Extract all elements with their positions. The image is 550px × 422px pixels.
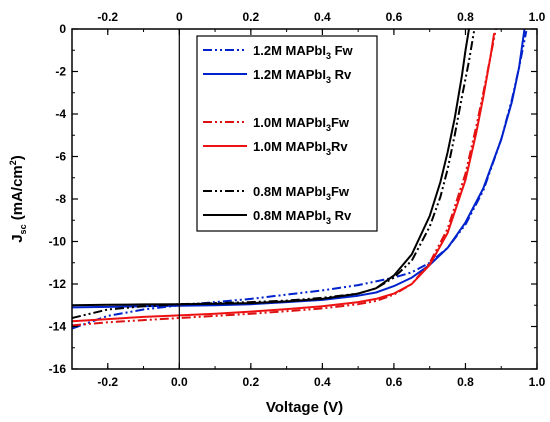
legend-label-sub: 3	[326, 123, 331, 133]
x-top-tick-label: 0.2	[243, 10, 260, 24]
legend-label-main: 1.2M MAPbI	[253, 43, 326, 58]
legend-label-sub: 3	[326, 75, 331, 85]
legend-label-sub: 3	[326, 216, 331, 226]
y-title-sup: 2	[8, 160, 18, 165]
legend-box	[196, 35, 378, 232]
y-title-main: J	[9, 234, 26, 242]
legend: 1.2M MAPbI3 Fw1.2M MAPbI3 Rv1.0M MAPbI3F…	[196, 35, 378, 232]
x-tick-label: -0.2	[97, 375, 118, 389]
y-tick-label: -12	[49, 277, 67, 291]
y-title-units: (mA/cm	[9, 165, 26, 224]
legend-label-suffix: Fw	[331, 43, 354, 58]
y-title-units-end: )	[9, 155, 26, 160]
y-tick-label: -14	[49, 320, 67, 334]
legend-label-4: 1.0M MAPbI3Rv	[253, 139, 348, 157]
x-tick-label: 0.0	[171, 375, 188, 389]
legend-label-suffix: Rv	[331, 139, 348, 154]
x-tick-label: 0.4	[314, 375, 331, 389]
y-tick-label: -16	[49, 362, 67, 376]
legend-label-suffix: Rv	[331, 67, 352, 82]
legend-label-5: 0.8M MAPbI3Fw	[253, 184, 350, 202]
x-axis-title: Voltage (V)	[266, 399, 343, 416]
x-tick-label: 1.0	[529, 375, 546, 389]
legend-label-sub: 3	[326, 147, 331, 157]
legend-label-3: 1.0M MAPbI3Fw	[253, 115, 350, 133]
axes-layer: -0.2 -0.2 0.0 0 0.2 0.2 0.4 0.4 0.6 0.6 0.8 0.8 1.0 1…	[8, 10, 546, 416]
legend-label-suffix: Rv	[331, 208, 352, 223]
x-top-tick-label: 0.8	[457, 10, 474, 24]
legend-label-sub: 3	[326, 51, 331, 61]
legend-label-suffix: Fw	[331, 115, 350, 130]
y-tick-label: -6	[55, 150, 66, 164]
y-tick-label: -4	[55, 107, 66, 121]
y-tick-label: -10	[49, 235, 67, 249]
legend-label-suffix: Fw	[331, 184, 350, 199]
legend-label-main: 1.2M MAPbI	[253, 67, 326, 82]
y-tick-label: -8	[55, 192, 66, 206]
x-top-tick-label: 0.6	[386, 10, 403, 24]
legend-label-1: 1.2M MAPbI3 Fw	[253, 43, 354, 61]
x-top-tick-label: 1.0	[529, 10, 546, 24]
y-title-sub: sc	[18, 224, 28, 234]
y-tick-label: 0	[59, 22, 66, 36]
x-top-tick-label: 0.4	[314, 10, 331, 24]
y-tick-label: -2	[55, 65, 66, 79]
series-line-2	[72, 29, 526, 309]
legend-label-2: 1.2M MAPbI3 Rv	[253, 67, 352, 85]
legend-label-main: 1.0M MAPbI	[253, 139, 326, 154]
x-top-tick-label: 0	[176, 10, 183, 24]
x-tick-label: 0.2	[243, 375, 260, 389]
legend-label-main: 1.0M MAPbI	[253, 115, 326, 130]
legend-label-main: 0.8M MAPbI	[253, 208, 326, 223]
x-top-tick-label: -0.2	[97, 10, 118, 24]
x-tick-label: 0.6	[386, 375, 403, 389]
x-tick-label: 0.8	[457, 375, 474, 389]
legend-label-sub: 3	[326, 192, 331, 202]
legend-label-main: 0.8M MAPbI	[253, 184, 326, 199]
y-axis-title: Jsc (mA/cm2)	[8, 155, 28, 243]
legend-label-6: 0.8M MAPbI3 Rv	[253, 208, 352, 226]
